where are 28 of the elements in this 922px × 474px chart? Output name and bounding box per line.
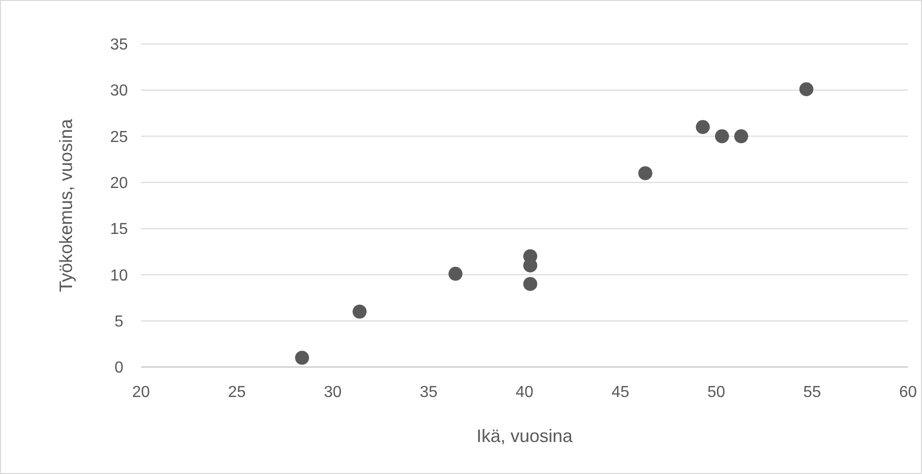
point [715,129,730,144]
point [523,276,538,291]
x-tick-label: 35 [420,384,438,401]
point [799,82,814,96]
y-axis-title: Työkokemus, vuosina [56,118,76,292]
y-tick-label: 0 [114,360,124,377]
x-tick-label: 45 [611,384,630,401]
point [352,304,367,319]
x-axis-title: Ikä, vuosina [476,426,574,446]
point [734,129,748,144]
y-tick-label: 35 [110,36,128,54]
y-tick-label: 20 [110,175,128,192]
point [696,120,710,134]
y-tick-label: 10 [110,267,128,284]
point [448,266,462,281]
y-tick-label: 30 [110,82,128,100]
y-tick-label: 5 [114,313,124,330]
y-tick-label: 15 [110,221,128,238]
x-tick-label: 55 [803,384,822,401]
point [295,350,310,365]
x-tick-label: 40 [516,384,534,401]
point [638,166,652,180]
x-tick-label: 50 [707,384,726,401]
x-tick-label: 60 [899,384,917,401]
x-tick-label: 20 [132,384,150,401]
y-tick-label: 25 [110,128,128,146]
x-tick-label: 25 [228,384,246,401]
x-tick-label: 30 [324,384,342,401]
